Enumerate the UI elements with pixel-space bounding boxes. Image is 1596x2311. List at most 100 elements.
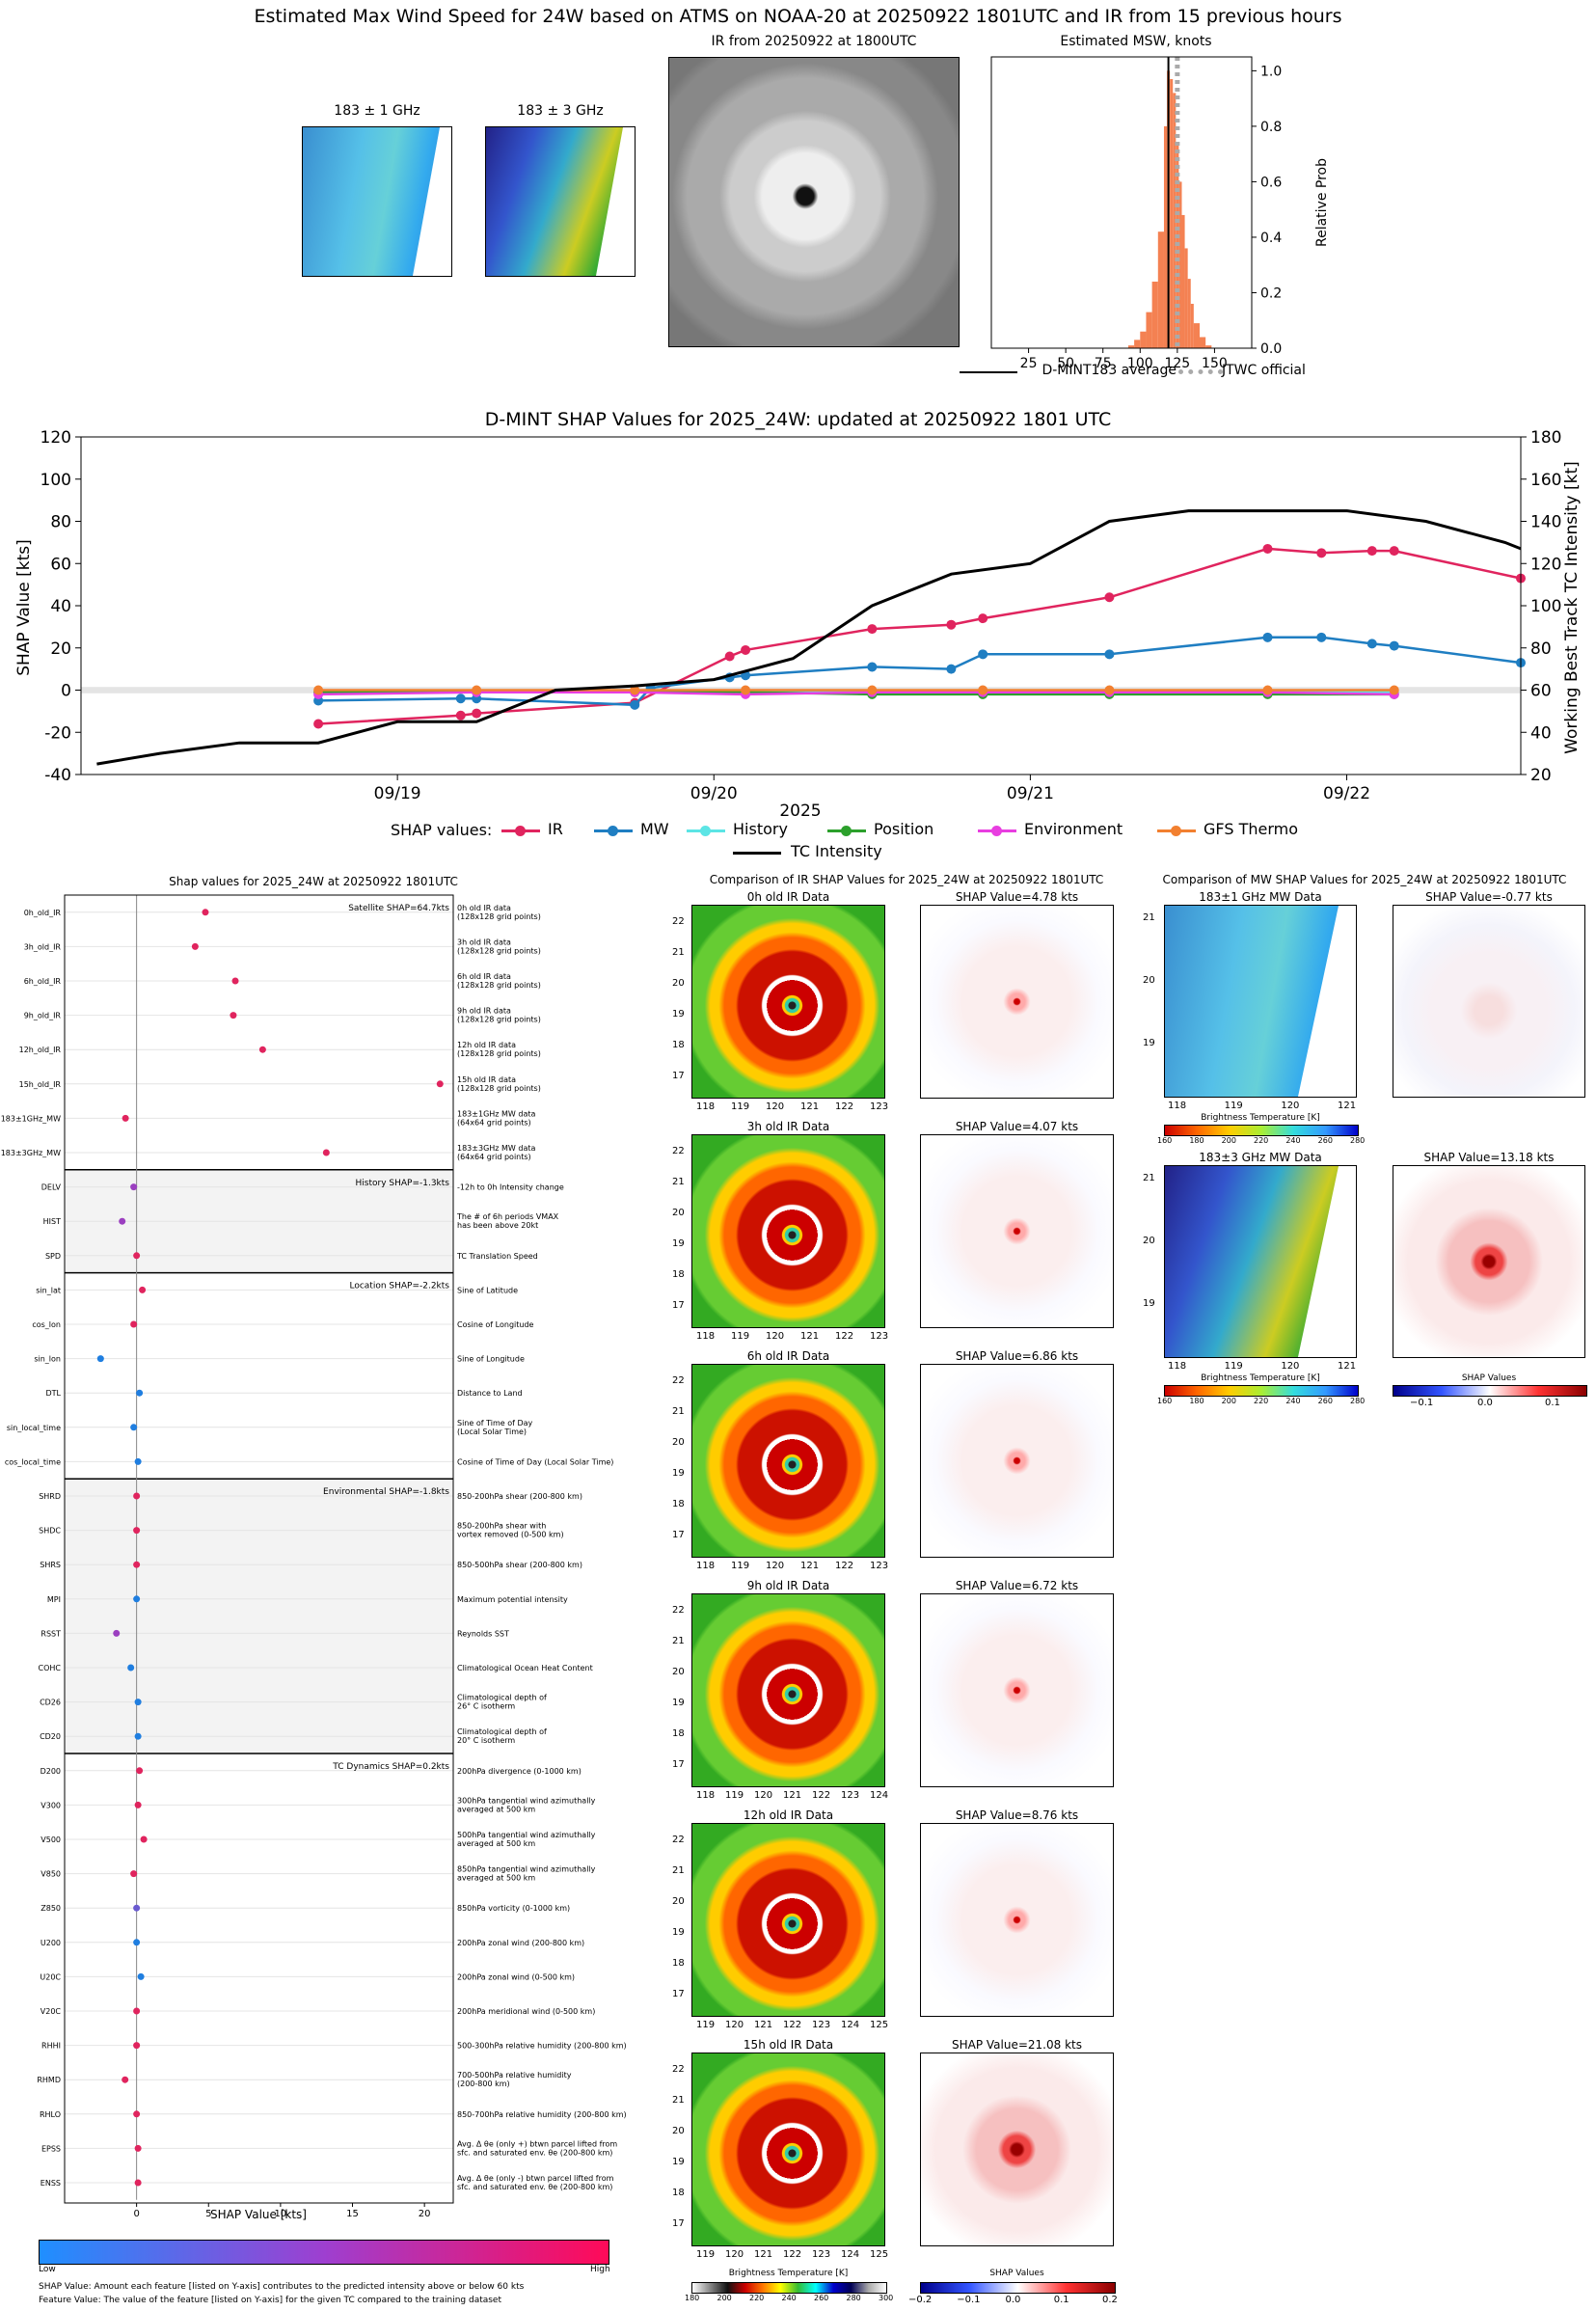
ts-point bbox=[1366, 546, 1377, 557]
ts-ytick-right: 180 bbox=[1530, 428, 1561, 448]
bee-feature-desc: Climatological depth of bbox=[457, 1727, 547, 1736]
bee-feature-label: V850 bbox=[41, 1870, 61, 1879]
bee-feature-label: cos_lon bbox=[32, 1320, 61, 1329]
ts-legend-marker bbox=[1157, 826, 1196, 836]
bee-point-SHRD bbox=[133, 1492, 141, 1500]
ir-xtick: 121 bbox=[800, 1561, 820, 1571]
msw-bar bbox=[1200, 337, 1206, 348]
ts-ytick-left: 120 bbox=[41, 428, 71, 448]
msw-bar bbox=[1157, 231, 1164, 348]
ir-panel-label: 15h old IR Data bbox=[743, 2038, 834, 2052]
msw-ytick: 0.6 bbox=[1260, 175, 1282, 190]
ir-xtick: 122 bbox=[812, 1790, 831, 1801]
msw-ytick: 0.4 bbox=[1260, 231, 1282, 246]
msw-bar bbox=[1151, 281, 1158, 348]
ts-point bbox=[724, 651, 735, 662]
mw-xtick: 119 bbox=[1224, 1101, 1243, 1111]
ir-ytick: 18 bbox=[672, 1040, 685, 1050]
ir-ytick: 22 bbox=[672, 916, 685, 927]
beeswarm-chart: Satellite SHAP=64.7kts 0h_old_IR 0h old IR… bbox=[1, 894, 627, 2221]
bee-feature-desc: vortex removed (0-500 km) bbox=[457, 1531, 564, 1539]
ir-xtick: 118 bbox=[696, 1561, 716, 1571]
mw3-yticks: 21 20 19 bbox=[1143, 1165, 1162, 1358]
bee-feature-desc: 9h old IR data bbox=[457, 1007, 511, 1016]
ir-xtick: 123 bbox=[870, 1101, 889, 1112]
bee-feature-label: sin_local_time bbox=[7, 1424, 61, 1432]
bee-feature-label: CD26 bbox=[40, 1699, 61, 1707]
ir-xtick: 122 bbox=[783, 2249, 802, 2260]
ts-legend-label: MW bbox=[640, 820, 669, 838]
ts-legend-dot bbox=[991, 826, 1002, 836]
ts-legend-marker bbox=[501, 826, 540, 836]
mw3-image bbox=[485, 126, 636, 277]
ir-xtick: 123 bbox=[870, 1561, 889, 1571]
colorbar-high: High bbox=[590, 2265, 610, 2274]
bee-feature-desc: (64x64 grid points) bbox=[457, 1153, 531, 1161]
ts-ytick-right: 60 bbox=[1530, 682, 1552, 701]
bee-feature-desc: averaged at 500 km bbox=[457, 1805, 535, 1813]
bee-feature-desc: 500hPa tangential wind azimuthally bbox=[457, 1831, 596, 1839]
mw-xtick: 121 bbox=[1338, 1361, 1357, 1372]
ir-panel-label: 0h old IR Data bbox=[746, 890, 830, 904]
bee-feature-label: SHRD bbox=[39, 1492, 61, 1501]
ts-ytick-left: 60 bbox=[50, 555, 71, 574]
ts-legend: IR MW History Position Environment GFS Thermo bbox=[501, 820, 1369, 843]
ir-xtick: 119 bbox=[696, 2249, 716, 2260]
ir-xtick: 124 bbox=[870, 1790, 889, 1801]
bee-feature-label: 3h_old_IR bbox=[24, 942, 62, 951]
ir-ytick: 17 bbox=[672, 1989, 685, 1999]
msw-bar bbox=[1140, 331, 1147, 348]
bee-feature-desc: (Local Solar Time) bbox=[457, 1427, 527, 1436]
ts-point bbox=[1316, 632, 1327, 642]
bee-feature-label: EPSS bbox=[41, 2144, 61, 2153]
ts-ytick-right: 160 bbox=[1530, 471, 1561, 490]
shap-ts-title: D-MINT SHAP Values for 2025_24W: updated… bbox=[484, 409, 1112, 430]
mw-bt-tick: 200 bbox=[1221, 1397, 1236, 1405]
ir-shap-panel bbox=[920, 2053, 1114, 2246]
bee-point-CD26 bbox=[134, 1699, 142, 1706]
ir-xtick: 125 bbox=[870, 2249, 889, 2260]
ir-panel-label: 6h old IR Data bbox=[746, 1349, 830, 1363]
bee-feature-desc: Maximum potential intensity bbox=[457, 1595, 568, 1604]
ir-xtick: 123 bbox=[841, 1790, 860, 1801]
ts-xlabel: 2025 bbox=[779, 802, 821, 821]
ir-ytick: 19 bbox=[672, 1009, 685, 1020]
bee-feature-desc: Reynolds SST bbox=[457, 1629, 509, 1638]
mw1-title: 183 ± 1 GHz bbox=[334, 103, 420, 119]
bee-point-12h_old_IR bbox=[258, 1046, 266, 1053]
ir-shap-panel bbox=[920, 1823, 1114, 2017]
ir-ytick: 18 bbox=[672, 2188, 685, 2198]
mw-bt-tick: 240 bbox=[1285, 1397, 1301, 1405]
ir-ytick: 17 bbox=[672, 1071, 685, 1081]
bee-point-sin_lat bbox=[139, 1286, 147, 1293]
ir-xtick: 120 bbox=[725, 2020, 744, 2030]
bee-point-RHMD bbox=[122, 2076, 129, 2083]
bee-feature-desc: 850hPa vorticity (0-1000 km) bbox=[457, 1904, 570, 1913]
msw-bar bbox=[1146, 312, 1152, 348]
ir-data-panel bbox=[691, 2053, 885, 2246]
bee-point-Z850 bbox=[133, 1904, 141, 1912]
ir-ytick: 19 bbox=[672, 2157, 685, 2167]
bee-feature-desc: has been above 20kt bbox=[457, 1221, 538, 1230]
ts-point bbox=[630, 685, 640, 695]
bee-feature-desc: 200hPa zonal wind (0-500 km) bbox=[457, 1972, 575, 1981]
ir-compare-title: Comparison of IR SHAP Values for 2025_24… bbox=[709, 873, 1104, 886]
bee-feature-label: RHLO bbox=[40, 2110, 61, 2119]
msw-bar bbox=[1178, 181, 1182, 348]
ts-ytick-right: 40 bbox=[1530, 723, 1552, 743]
ts-point bbox=[978, 685, 988, 695]
msw-ytick: 0.8 bbox=[1260, 120, 1282, 135]
ir-xtick: 123 bbox=[870, 1331, 889, 1342]
msw-bar bbox=[1205, 345, 1212, 348]
mw-bt-tick: 180 bbox=[1189, 1397, 1204, 1405]
bee-feature-desc: (128x128 grid points) bbox=[457, 1049, 541, 1058]
bee-group-label: History SHAP=-1.3kts bbox=[356, 1179, 450, 1188]
ir-ytick: 21 bbox=[672, 1177, 685, 1187]
bee-feature-desc: Sine of Time of Day bbox=[457, 1419, 533, 1427]
ts-ytick-left: 40 bbox=[50, 597, 71, 616]
ir-shap-panel bbox=[920, 1593, 1114, 1787]
bee-feature-desc: Climatological depth of bbox=[457, 1694, 547, 1702]
ir-xtick: 120 bbox=[725, 2249, 744, 2260]
bee-feature-label: D200 bbox=[41, 1767, 61, 1776]
ts-ytick-right: 20 bbox=[1530, 766, 1552, 785]
